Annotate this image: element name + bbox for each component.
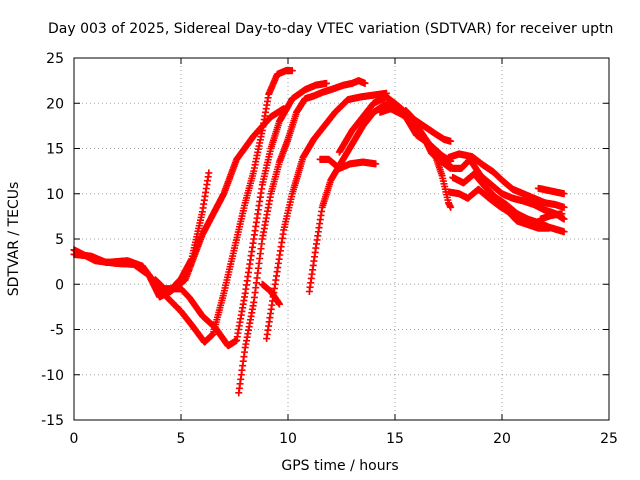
data-point xyxy=(205,169,213,177)
series-pass-9 xyxy=(316,155,380,172)
series-pass-14 xyxy=(445,150,568,211)
x-tick-label: 5 xyxy=(177,431,186,447)
series-pass-7 xyxy=(258,280,283,308)
series-pass-1 xyxy=(70,105,288,301)
y-tick-label: -15 xyxy=(41,413,64,429)
series-pass-18 xyxy=(402,106,455,145)
data-marks xyxy=(70,67,568,397)
series-pass-5 xyxy=(235,77,369,397)
y-tick-label: -5 xyxy=(50,323,64,339)
data-point xyxy=(447,203,455,211)
y-axis-tick-labels: -15 -10 -5 0 5 10 15 20 25 xyxy=(41,51,64,429)
y-axis-label: SDTVAR / TECUs xyxy=(6,182,22,297)
data-point xyxy=(288,67,296,75)
y-tick-label: 5 xyxy=(55,232,64,248)
y-tick-label: 10 xyxy=(46,187,64,203)
data-point xyxy=(545,224,553,232)
y-tick-label: 15 xyxy=(46,142,64,158)
gridlines xyxy=(74,58,609,420)
y-tick-label: -10 xyxy=(41,368,64,384)
series-pass-16 xyxy=(534,184,568,198)
x-tick-label: 20 xyxy=(493,431,511,447)
chart-title: Day 003 of 2025, Sidereal Day-to-day VTE… xyxy=(48,21,613,37)
data-point xyxy=(560,215,568,223)
x-tick-label: 15 xyxy=(386,431,404,447)
data-point xyxy=(447,137,455,145)
axis-ticks xyxy=(73,57,610,421)
series-pass-13 xyxy=(449,170,568,236)
series-pass-15 xyxy=(445,185,553,232)
data-point xyxy=(560,203,568,211)
series-pass-6 xyxy=(263,89,390,343)
data-point xyxy=(275,300,283,308)
series-pass-2 xyxy=(70,67,296,346)
x-axis-label: GPS time / hours xyxy=(281,458,398,474)
data-point xyxy=(560,228,568,236)
y-tick-label: 0 xyxy=(55,277,64,293)
data-point xyxy=(560,190,568,198)
y-tick-label: 25 xyxy=(46,51,64,67)
data-point xyxy=(323,79,331,87)
x-tick-label: 10 xyxy=(279,431,297,447)
data-point xyxy=(372,160,380,168)
data-point xyxy=(558,210,566,218)
series-pass-4 xyxy=(160,79,331,350)
series-pass-17 xyxy=(537,210,566,223)
x-axis-tick-labels: 0 5 10 15 20 25 xyxy=(70,431,618,447)
y-tick-label: 20 xyxy=(46,96,64,112)
data-point xyxy=(361,79,369,87)
x-tick-label: 0 xyxy=(70,431,79,447)
series-pass-12 xyxy=(434,149,568,223)
x-tick-label: 25 xyxy=(600,431,618,447)
